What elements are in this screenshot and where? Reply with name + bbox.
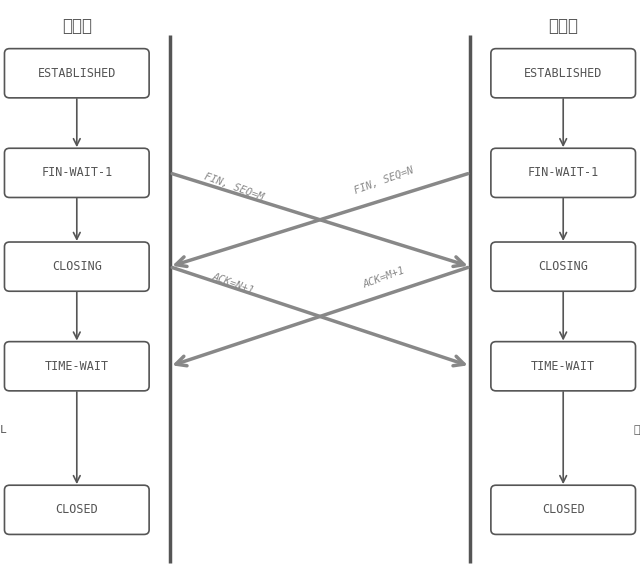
Text: 等待2MSL: 等待2MSL — [0, 424, 6, 434]
Text: TIME-WAIT: TIME-WAIT — [531, 360, 595, 373]
Text: ESTABLISHED: ESTABLISHED — [524, 67, 602, 80]
Text: 等待2MSL: 等待2MSL — [634, 424, 640, 434]
Text: ESTABLISHED: ESTABLISHED — [38, 67, 116, 80]
Text: CLOSED: CLOSED — [542, 503, 584, 516]
Text: CLOSED: CLOSED — [56, 503, 98, 516]
Text: ACK=M+1: ACK=M+1 — [362, 265, 406, 290]
Text: TIME-WAIT: TIME-WAIT — [45, 360, 109, 373]
FancyBboxPatch shape — [4, 342, 149, 391]
FancyBboxPatch shape — [491, 49, 636, 98]
FancyBboxPatch shape — [4, 148, 149, 197]
Text: ACK=N+1: ACK=N+1 — [211, 271, 256, 296]
FancyBboxPatch shape — [491, 242, 636, 291]
Text: CLOSING: CLOSING — [52, 260, 102, 273]
Text: FIN, SEQ=M: FIN, SEQ=M — [202, 171, 265, 202]
Text: CLOSING: CLOSING — [538, 260, 588, 273]
FancyBboxPatch shape — [491, 485, 636, 534]
Text: FIN-WAIT-1: FIN-WAIT-1 — [527, 166, 599, 179]
Text: 客户端: 客户端 — [62, 18, 92, 35]
FancyBboxPatch shape — [4, 242, 149, 291]
Text: 服务端: 服务端 — [548, 18, 578, 35]
FancyBboxPatch shape — [4, 485, 149, 534]
Text: FIN, SEQ=N: FIN, SEQ=N — [353, 165, 415, 196]
Text: FIN-WAIT-1: FIN-WAIT-1 — [41, 166, 113, 179]
FancyBboxPatch shape — [491, 342, 636, 391]
FancyBboxPatch shape — [4, 49, 149, 98]
FancyBboxPatch shape — [491, 148, 636, 197]
